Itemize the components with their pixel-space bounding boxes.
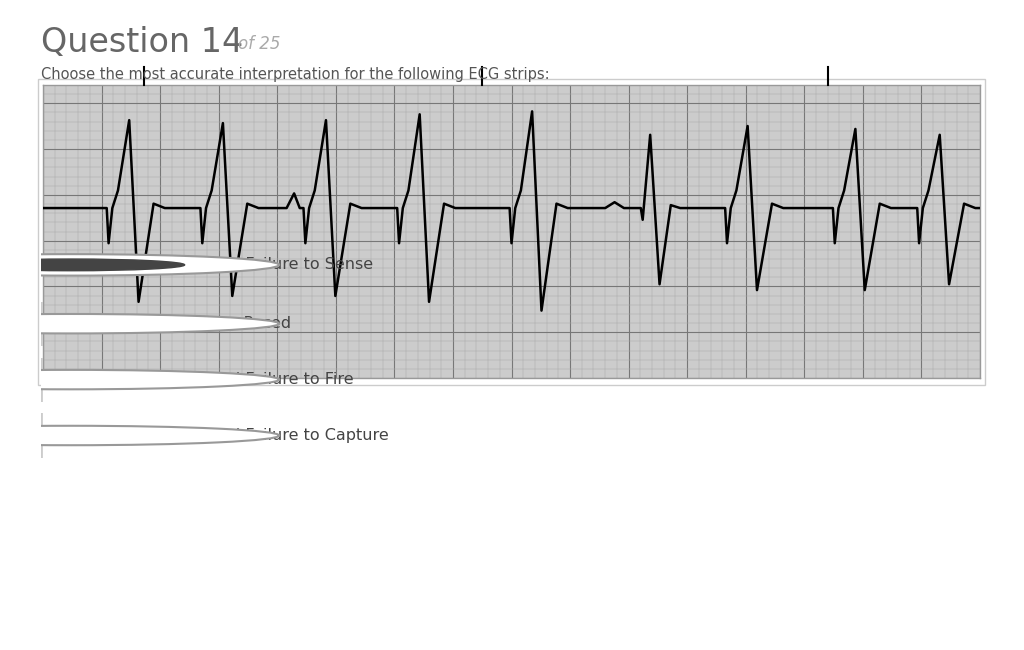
Circle shape — [0, 259, 184, 270]
Text: 100% Ventricular Paced: 100% Ventricular Paced — [99, 316, 291, 332]
Text: Ventricular Paced Failure to Capture: Ventricular Paced Failure to Capture — [99, 428, 388, 443]
Circle shape — [0, 314, 280, 333]
Circle shape — [0, 370, 280, 389]
Text: Ventricular Paced Failure to Fire: Ventricular Paced Failure to Fire — [99, 372, 353, 387]
Circle shape — [0, 254, 280, 276]
Text: Ventricular Paced Failure to Sense: Ventricular Paced Failure to Sense — [99, 257, 373, 272]
Text: Choose the most accurate interpretation for the following ECG strips:: Choose the most accurate interpretation … — [41, 67, 550, 83]
Text: of 25: of 25 — [238, 35, 281, 53]
Circle shape — [0, 426, 280, 445]
Text: Question 14: Question 14 — [41, 26, 244, 58]
